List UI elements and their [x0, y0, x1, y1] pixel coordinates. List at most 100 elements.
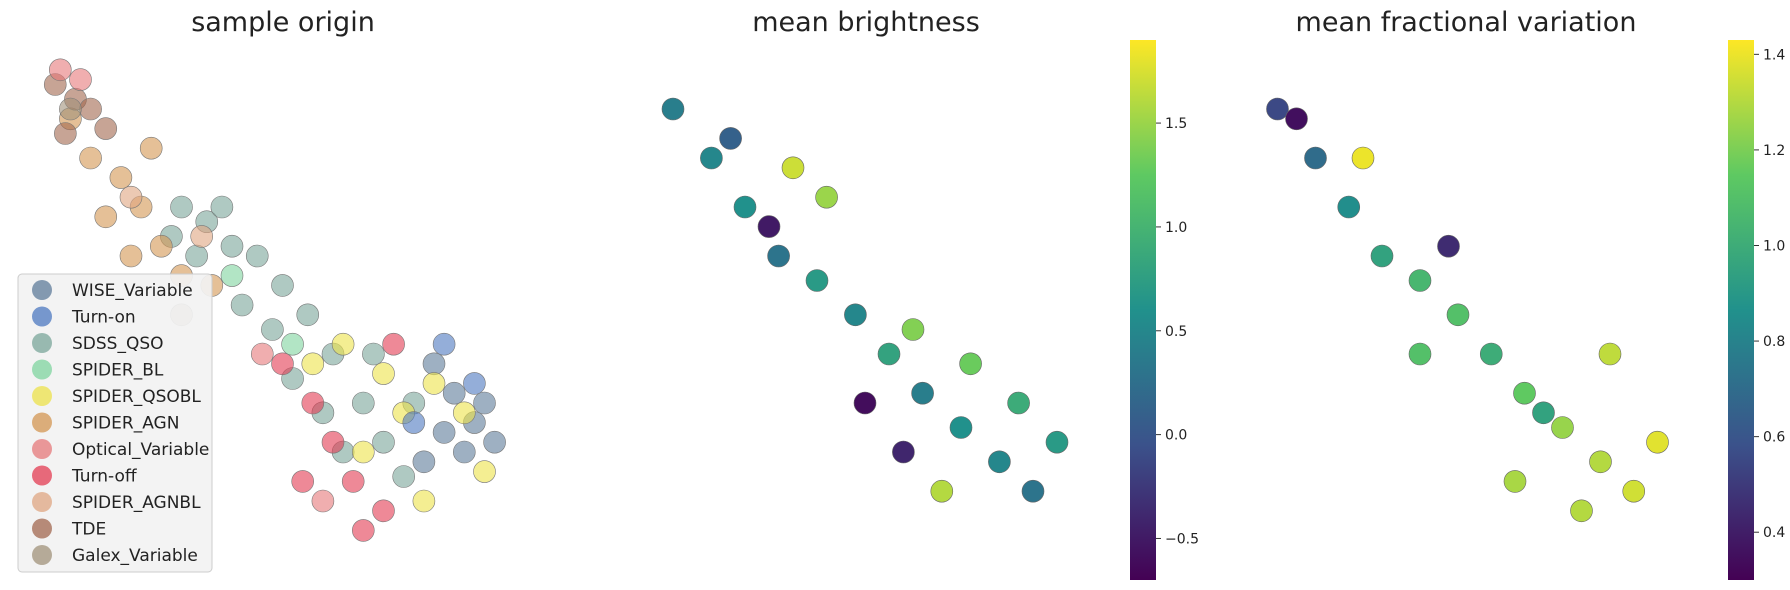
- scatter-point: [271, 352, 294, 376]
- panel-sample-origin: sample origin WISE_Variable Turn-on SDSS_Q…: [17, 7, 506, 573]
- legend-marker: [32, 492, 52, 512]
- scatter-point: [892, 440, 915, 464]
- scatter-point: [341, 470, 365, 493]
- legend-frame: [17, 273, 213, 573]
- scatter-point: [372, 430, 395, 454]
- scatter-point: [959, 352, 982, 376]
- scatter-point: [281, 332, 304, 356]
- legend-label: SPIDER_QSOBL: [72, 387, 201, 407]
- scatter-point: [351, 519, 375, 542]
- scatter-point: [432, 332, 456, 356]
- legend-label: Optical_Variable: [72, 440, 209, 460]
- panel-title: sample origin: [191, 7, 375, 38]
- scatter-point: [473, 460, 496, 483]
- scatter-points: [661, 97, 1069, 503]
- colorbar-gradient: [1728, 40, 1754, 580]
- panel-title: mean fractional variation: [1296, 7, 1637, 38]
- scatter-point: [230, 293, 254, 317]
- scatter-point: [412, 489, 436, 513]
- scatter-point: [815, 185, 838, 209]
- scatter-point: [432, 421, 456, 444]
- scatter-point: [757, 215, 781, 238]
- scatter-point: [311, 489, 335, 513]
- colorbar-tick-label: 1.4: [1763, 47, 1785, 63]
- scatter-point: [1551, 416, 1574, 439]
- legend-label: SDSS_QSO: [72, 334, 164, 354]
- legend-marker: [32, 280, 52, 300]
- colorbar-tick-label: −0.5: [1165, 531, 1199, 547]
- legend-marker: [32, 412, 52, 433]
- scatter-point: [1285, 107, 1308, 131]
- colorbar: −0.5 0.0 0.5 1.0 1.5: [1130, 40, 1199, 580]
- scatter-point: [901, 318, 925, 341]
- scatter-point: [54, 122, 77, 145]
- scatter-point: [261, 318, 284, 341]
- scatter-point: [853, 391, 877, 415]
- scatter-point: [220, 264, 244, 287]
- scatter-point: [48, 58, 72, 82]
- legend: WISE_Variable Turn-on SDSS_QSO SPIDER_BL SPI…: [17, 273, 213, 573]
- scatter-point: [452, 401, 476, 425]
- scatter-point: [1337, 195, 1361, 219]
- scatter-point: [781, 156, 805, 180]
- legend-marker: [32, 386, 52, 406]
- scatter-point: [1007, 391, 1030, 415]
- scatter-point: [119, 244, 143, 268]
- scatter-point: [372, 499, 395, 523]
- scatter-point: [59, 97, 82, 121]
- scatter-point: [94, 117, 118, 140]
- scatter-point: [170, 195, 193, 219]
- scatter-point: [1532, 401, 1555, 425]
- scatter-point: [109, 166, 133, 189]
- scatter-point: [1304, 146, 1327, 170]
- scatter-point: [473, 391, 496, 415]
- colorbar-tick-label: 1.5: [1165, 116, 1187, 132]
- scatter-point: [1622, 479, 1646, 503]
- legend-label: Galex_Variable: [72, 546, 198, 566]
- scatter-point: [69, 68, 92, 91]
- legend-label: SPIDER_AGNBL: [72, 493, 201, 513]
- scatter-point: [220, 234, 244, 258]
- scatter-point: [372, 362, 395, 385]
- colorbar-tick-label: 0.5: [1165, 324, 1187, 340]
- scatter-point: [79, 97, 102, 121]
- scatter-point: [382, 332, 405, 356]
- legend-marker: [32, 333, 52, 353]
- colorbar-gradient: [1130, 40, 1156, 580]
- scatter-point: [351, 440, 375, 464]
- legend-label: SPIDER_AGN: [72, 414, 179, 434]
- scatter-point: [392, 465, 416, 488]
- scatter-points: [43, 58, 506, 542]
- scatter-point: [1045, 430, 1069, 454]
- scatter-point: [1370, 244, 1394, 268]
- colorbar-tick-label: 0.6: [1763, 430, 1785, 446]
- legend-marker: [32, 439, 52, 459]
- scatter-point: [1646, 430, 1669, 454]
- legend-marker: [32, 545, 52, 565]
- scatter-point: [351, 391, 375, 415]
- colorbar-tick-label: 1.0: [1165, 220, 1187, 236]
- scatter-point: [700, 146, 723, 170]
- scatter-point: [1408, 342, 1432, 366]
- legend-items: WISE_Variable Turn-on SDSS_QSO SPIDER_BL SPI…: [32, 280, 209, 566]
- scatter-point: [119, 185, 143, 209]
- scatter-point: [362, 342, 385, 366]
- legend-marker: [32, 465, 52, 486]
- scatter-point: [1021, 479, 1045, 503]
- scatter-point: [877, 342, 901, 366]
- colorbar-tick-label: 0.8: [1763, 334, 1785, 350]
- panel-title: mean brightness: [752, 7, 980, 38]
- scatter-point: [805, 269, 829, 292]
- colorbar-tick-label: 0.4: [1763, 525, 1785, 541]
- scatter-points: [1266, 97, 1669, 523]
- scatter-point: [245, 244, 269, 268]
- scatter-point: [911, 381, 934, 405]
- scatter-point: [94, 205, 118, 229]
- legend-marker: [32, 518, 52, 539]
- scatter-point: [331, 332, 355, 356]
- legend-label: SPIDER_BL: [72, 361, 164, 381]
- panel-mean-fractional-variation: mean fractional variation 0.4 0.6 0.8 1.0 1.…: [1266, 7, 1785, 580]
- legend-marker: [32, 359, 52, 380]
- scatter-point: [930, 479, 954, 503]
